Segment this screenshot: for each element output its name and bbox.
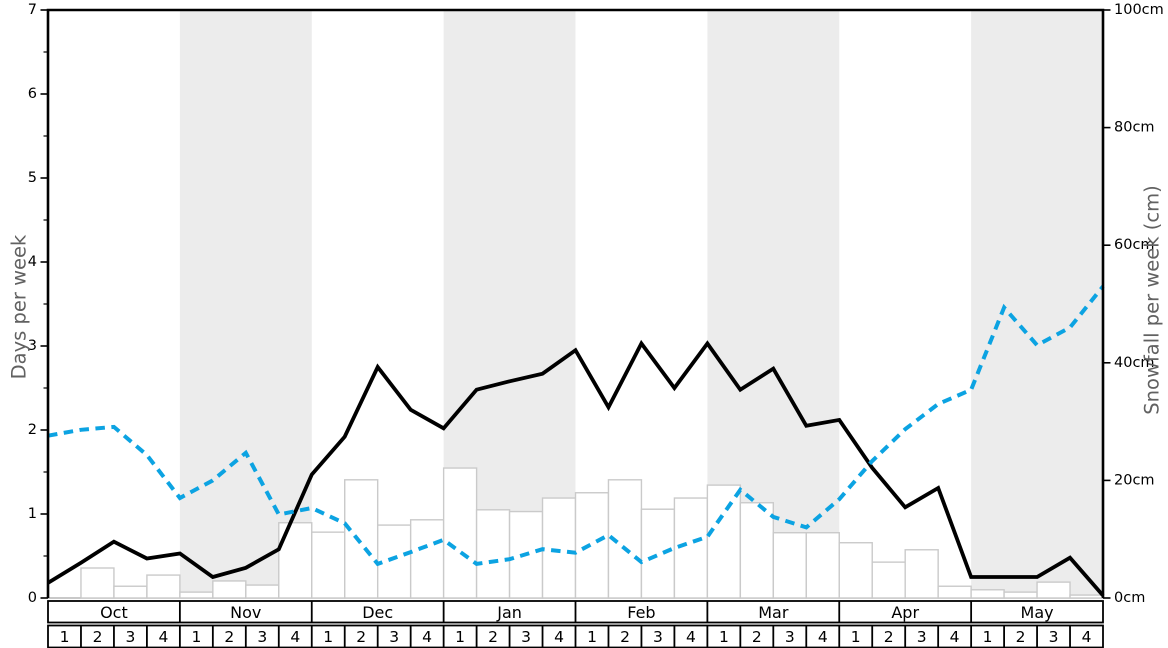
week-label: 4 <box>818 628 828 646</box>
snowfall-bar <box>871 561 906 599</box>
week-label: 2 <box>224 628 234 646</box>
right-tick-label: 0cm <box>1114 590 1145 606</box>
week-label: 3 <box>653 628 663 646</box>
snowfall-bar <box>475 509 511 599</box>
week-label: 1 <box>983 628 993 646</box>
week-label: 3 <box>785 628 795 646</box>
left-tick-label: 1 <box>28 506 37 522</box>
snowfall-bar <box>805 532 840 599</box>
snowfall-bar <box>541 497 577 599</box>
snowfall-bar <box>146 574 181 599</box>
left-tick-label: 0 <box>28 590 37 606</box>
snowfall-bar <box>1003 591 1038 599</box>
week-label: 1 <box>719 628 729 646</box>
snowfall-bar <box>344 479 379 599</box>
left-tick-label: 2 <box>28 422 37 438</box>
week-label: 2 <box>884 628 894 646</box>
snowfall-bar <box>1036 581 1071 599</box>
week-label: 2 <box>752 628 762 646</box>
left-axis-title: Days per week <box>7 234 31 380</box>
month-label: Jan <box>496 603 522 622</box>
snowfall-bar <box>574 492 610 599</box>
week-label: 2 <box>356 628 366 646</box>
week-label: 1 <box>587 628 597 646</box>
snowfall-bar <box>442 467 478 599</box>
left-tick-label: 6 <box>28 86 37 102</box>
left-axis: 0 1 2 3 4 5 6 7 <box>28 2 48 606</box>
week-label: 3 <box>521 628 531 646</box>
month-label: Oct <box>100 603 128 622</box>
snowfall-bar <box>113 585 148 599</box>
snowfall-bar <box>970 589 1005 599</box>
left-tick-label: 3 <box>28 338 37 354</box>
days-line <box>47 339 1105 597</box>
week-label: 2 <box>1016 628 1026 646</box>
week-label: 4 <box>554 628 564 646</box>
month-label: Nov <box>230 603 261 622</box>
week-label: 3 <box>389 628 399 646</box>
month-band <box>971 10 1104 598</box>
week-label: 2 <box>93 628 103 646</box>
snowfall-bar <box>311 531 346 599</box>
month-label: Feb <box>627 603 655 622</box>
month-band <box>179 10 312 598</box>
snowfall-bar <box>409 519 445 599</box>
right-tick-label: 60cm <box>1114 237 1155 253</box>
month-label: Mar <box>758 603 789 622</box>
snowfall-bar <box>838 542 873 599</box>
right-tick-label: 40cm <box>1114 355 1155 371</box>
week-label: 1 <box>851 628 861 646</box>
week-label: 3 <box>125 628 135 646</box>
month-bands <box>179 10 1104 598</box>
snowfall-bar <box>80 567 115 599</box>
right-axis: 0cm 20cm 40cm 60cm 80cm 100cm <box>1103 2 1164 606</box>
snowfall-bar <box>1069 594 1104 599</box>
left-tick-label: 5 <box>28 170 37 186</box>
week-label: 4 <box>950 628 960 646</box>
week-label: 4 <box>422 628 432 646</box>
snowfall-bar <box>212 580 247 599</box>
week-label: 1 <box>60 628 70 646</box>
snowfall-line <box>47 285 1105 567</box>
snowfall-bar <box>376 524 412 599</box>
week-label: 3 <box>257 628 267 646</box>
week-label: 4 <box>290 628 300 646</box>
week-row: 1 2 3 4 1 2 3 4 1 2 3 4 1 2 3 4 1 2 3 4 1 2 3 4 1 2 3 4 1 2 3 4 <box>47 624 1104 648</box>
snowfall-bar <box>706 484 742 599</box>
week-label: 4 <box>686 628 696 646</box>
snowfall-bar <box>640 508 676 599</box>
month-label: Dec <box>362 603 393 622</box>
snowfall-bar <box>739 502 775 599</box>
week-label: 1 <box>191 628 201 646</box>
week-label: 4 <box>1082 628 1092 646</box>
snowfall-bar <box>245 584 280 599</box>
month-label: May <box>1021 603 1054 622</box>
right-tick-label: 20cm <box>1114 472 1155 488</box>
week-label: 2 <box>620 628 630 646</box>
left-tick-label: 4 <box>28 254 37 270</box>
right-axis-title: Snowfall per week (cm) <box>1140 185 1164 415</box>
week-label: 2 <box>488 628 498 646</box>
snowfall-bar <box>179 591 214 599</box>
week-label: 3 <box>917 628 927 646</box>
month-label: Apr <box>891 603 919 622</box>
week-label: 3 <box>1049 628 1059 646</box>
week-label: 1 <box>455 628 465 646</box>
snowfall-bar <box>772 532 807 599</box>
snowfall-bars <box>80 467 1104 599</box>
right-tick-label: 100cm <box>1114 2 1164 18</box>
snowfall-bar <box>904 549 939 599</box>
week-label: 4 <box>158 628 168 646</box>
snowfall-bar <box>937 585 972 599</box>
week-label: 1 <box>323 628 333 646</box>
right-tick-label: 80cm <box>1114 120 1155 136</box>
left-tick-label: 7 <box>28 2 37 18</box>
month-row: Oct Nov Dec Jan Feb Mar Apr May <box>47 600 1104 624</box>
